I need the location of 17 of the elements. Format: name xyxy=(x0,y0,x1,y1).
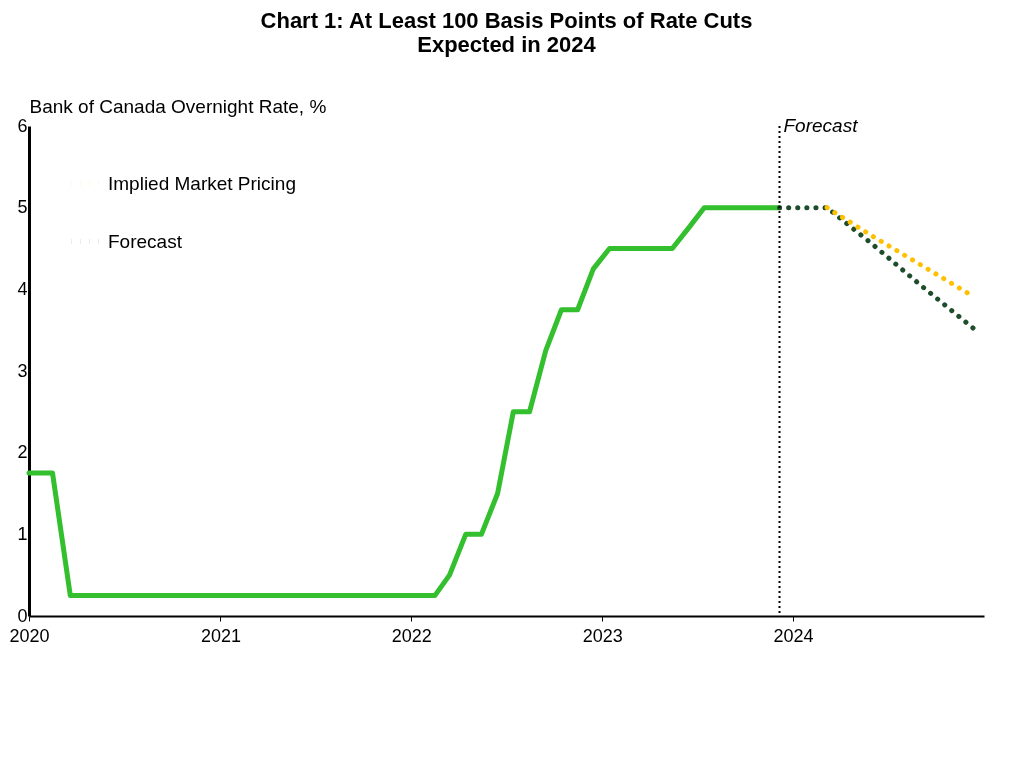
legend-label: Implied Market Pricing xyxy=(108,172,296,194)
x-tick-label: 2021 xyxy=(200,625,241,646)
y-tick-label: 6 xyxy=(17,115,28,136)
y-axis-title: Bank of Canada Overnight Rate, % xyxy=(29,95,327,117)
y-tick-label: 3 xyxy=(17,360,28,381)
y-tick-label: 4 xyxy=(17,278,28,299)
legend-label: Forecast xyxy=(108,230,183,252)
y-tick-label: 2 xyxy=(17,442,28,463)
x-tick-label: 2020 xyxy=(9,625,50,646)
x-tick-label: 2022 xyxy=(391,625,432,646)
ref-line-label: Forecast xyxy=(783,115,859,136)
y-tick-label: 5 xyxy=(17,197,28,218)
y-tick-label: 1 xyxy=(17,523,28,544)
y-tick-label: 0 xyxy=(17,605,28,626)
x-tick-label: 2024 xyxy=(773,625,814,646)
x-tick-label: 2023 xyxy=(582,625,623,646)
chart-title: Chart 1: At Least 100 Basis Points of Rate Cuts Expected in 2024 xyxy=(260,8,753,57)
